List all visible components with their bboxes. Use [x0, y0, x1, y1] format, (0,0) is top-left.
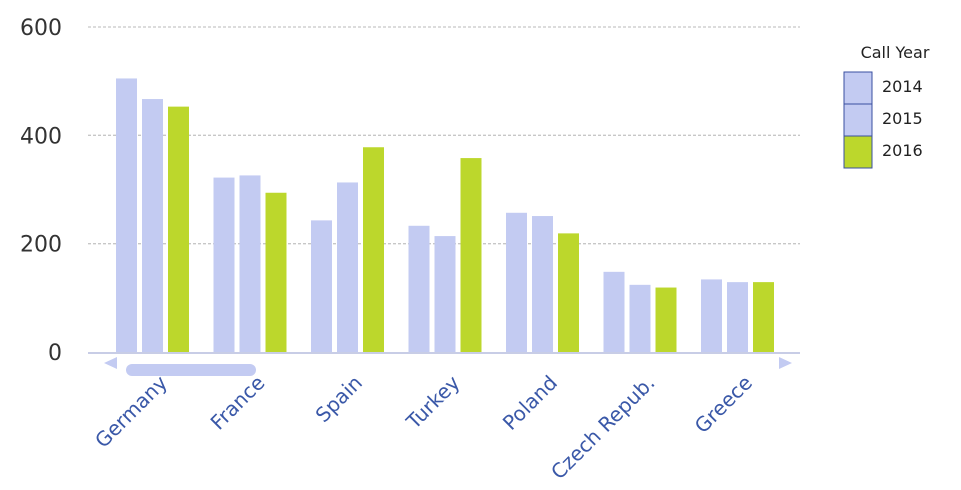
scrollbar-thumb[interactable]	[126, 364, 256, 376]
bar-2016	[655, 287, 677, 352]
bar-2016	[168, 106, 189, 352]
horizontal-scrollbar[interactable]	[104, 357, 792, 376]
bar-2016	[460, 158, 482, 352]
y-tick-label: 0	[48, 341, 62, 366]
x-tick-label: Greece	[690, 371, 757, 438]
legend-swatch-2016	[843, 135, 873, 169]
bar-2015	[434, 236, 456, 352]
bar-2014	[213, 177, 235, 352]
x-tick-label: Germany	[90, 370, 172, 452]
y-tick-label: 600	[20, 16, 62, 41]
legend-label: 2016	[882, 141, 923, 160]
legend-swatch-2014	[843, 71, 873, 105]
bar-2014	[603, 271, 625, 352]
legend-label: 2015	[882, 109, 923, 128]
bar-2014	[408, 225, 430, 352]
y-tick-label: 400	[20, 124, 62, 149]
x-tick-label: Turkey	[401, 370, 465, 434]
bar-2015	[142, 99, 163, 353]
x-tick-label: Czech Repub.	[546, 371, 660, 485]
gridlines	[88, 26, 800, 245]
bar-2016	[753, 282, 774, 352]
bars	[116, 78, 774, 353]
bar-2016	[363, 147, 384, 352]
bar-2016	[265, 192, 287, 352]
x-tick-label: Spain	[311, 371, 367, 427]
x-tick-label: Poland	[498, 371, 562, 435]
y-axis-ticks: 0 200 400 600	[20, 16, 62, 366]
scroll-left-arrow[interactable]	[104, 357, 117, 369]
legend: Call Year 2014 2015 2016	[843, 43, 930, 169]
bar-2014	[116, 78, 137, 352]
bar-2014	[701, 279, 722, 352]
bar-2015	[727, 282, 748, 352]
bar-2014	[311, 220, 332, 352]
bar-2015	[239, 175, 261, 352]
legend-title: Call Year	[861, 43, 930, 62]
legend-label: 2014	[882, 77, 923, 96]
legend-swatch-2015	[843, 103, 873, 137]
bar-2015	[337, 182, 358, 352]
bar-2015	[629, 284, 651, 352]
bar-2016	[558, 233, 579, 352]
y-tick-label: 200	[20, 233, 62, 258]
bar-2015	[532, 216, 553, 352]
scroll-right-arrow[interactable]	[779, 357, 792, 369]
x-tick-label: France	[206, 371, 270, 435]
bar-2014	[506, 212, 527, 352]
